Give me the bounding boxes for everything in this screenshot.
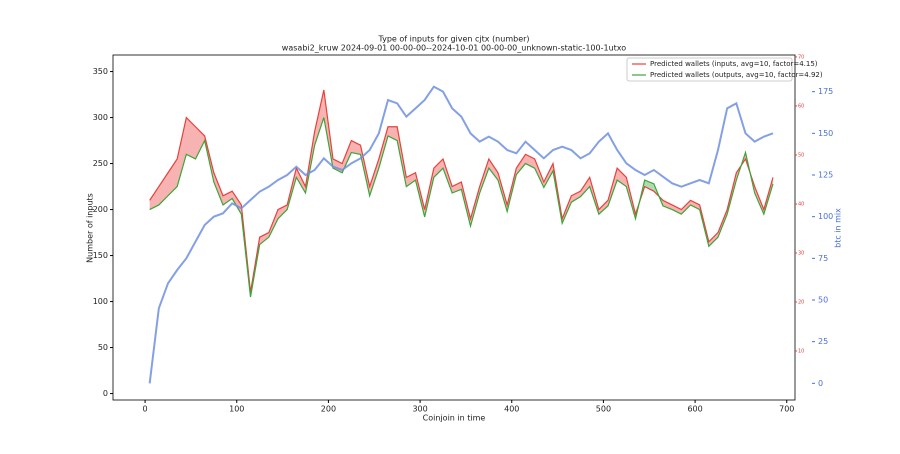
x-tick-label: 600 bbox=[687, 405, 702, 414]
series-line bbox=[149, 89, 774, 293]
diff-fill bbox=[158, 172, 168, 205]
x-axis-label: Coinjoin in time bbox=[423, 414, 486, 423]
series-line bbox=[149, 117, 774, 298]
diff-fill bbox=[351, 140, 361, 155]
diff-fill bbox=[232, 191, 242, 215]
x-tick-label: 0 bbox=[143, 405, 148, 414]
x-tick-label: 300 bbox=[412, 405, 427, 414]
x-tick-label: 500 bbox=[596, 405, 611, 414]
diff-fill bbox=[516, 154, 526, 175]
y2-tick-label: 75 bbox=[818, 254, 828, 263]
diff-fill bbox=[149, 186, 159, 210]
x-tick-label: 200 bbox=[321, 405, 336, 414]
diff-fill bbox=[617, 168, 627, 187]
diff-fill bbox=[580, 177, 590, 197]
y-tick-label: 50 bbox=[98, 343, 108, 352]
x-tick-label: 400 bbox=[504, 405, 519, 414]
diff-fill bbox=[598, 200, 608, 215]
diff-fill bbox=[314, 89, 324, 146]
diff-fill bbox=[296, 168, 306, 193]
diff-fill bbox=[543, 163, 553, 188]
y-tick-label: 0 bbox=[103, 389, 108, 398]
y-axis-label: Number of inputs bbox=[86, 193, 95, 263]
diff-fill bbox=[259, 232, 269, 245]
y2-axis-label: btc in mix bbox=[834, 208, 843, 248]
y2-tick-label: 175 bbox=[818, 87, 833, 96]
legend-box bbox=[626, 57, 793, 82]
chart-subtitle: wasabi2_kruw 2024-09-01 00-00-00--2024-1… bbox=[282, 44, 626, 53]
diff-fill bbox=[213, 172, 223, 205]
y2-tick-label: 125 bbox=[818, 171, 833, 180]
y3-tick-label: 10 bbox=[798, 348, 804, 354]
series-line bbox=[148, 85, 774, 384]
y-tick-label: 150 bbox=[93, 251, 108, 260]
diff-fill bbox=[690, 200, 700, 210]
plot-area bbox=[112, 54, 796, 401]
y3-tick-label: 40 bbox=[798, 201, 804, 207]
y2-tick-label: 50 bbox=[818, 296, 828, 305]
diff-fill bbox=[406, 172, 416, 187]
y-tick-label: 300 bbox=[93, 113, 108, 122]
diff-fill bbox=[369, 158, 379, 196]
y3-tick-label: 20 bbox=[798, 299, 804, 305]
y3-tick-label: 70 bbox=[798, 54, 804, 60]
chart-title: Type of inputs for given cjtx (number) bbox=[377, 35, 529, 44]
diff-fill bbox=[433, 158, 443, 178]
y3-tick-label: 60 bbox=[798, 103, 804, 109]
legend-label: Predicted wallets (inputs, avg=10, facto… bbox=[650, 60, 818, 68]
diff-fill bbox=[452, 181, 462, 193]
diff-fill bbox=[186, 117, 196, 159]
diff-fill bbox=[177, 117, 187, 187]
y-tick-label: 250 bbox=[93, 159, 108, 168]
diff-fill bbox=[195, 126, 205, 159]
y3-tick-label: 30 bbox=[798, 250, 804, 256]
diff-fill bbox=[342, 140, 352, 173]
diff-fill bbox=[571, 191, 581, 203]
y2-tick-label: 150 bbox=[818, 129, 833, 138]
y3-tick-label: 50 bbox=[798, 152, 804, 158]
y-tick-label: 350 bbox=[93, 67, 108, 76]
x-tick-label: 700 bbox=[779, 405, 794, 414]
diff-fill bbox=[672, 204, 682, 215]
y2-tick-label: 100 bbox=[818, 212, 833, 221]
y2-tick-label: 0 bbox=[818, 379, 823, 388]
diff-fill bbox=[378, 126, 388, 169]
legend-label: Predicted wallets (outputs, avg=10, fact… bbox=[650, 71, 823, 79]
diff-fill bbox=[488, 158, 498, 181]
diff-fill bbox=[663, 200, 673, 210]
diff-fill bbox=[681, 200, 691, 215]
diff-fill bbox=[708, 232, 718, 247]
y2-tick-label: 25 bbox=[818, 337, 828, 346]
y-tick-label: 200 bbox=[93, 205, 108, 214]
x-tick-label: 100 bbox=[229, 405, 244, 414]
diff-fill bbox=[168, 158, 178, 196]
y-tick-label: 100 bbox=[93, 297, 108, 306]
